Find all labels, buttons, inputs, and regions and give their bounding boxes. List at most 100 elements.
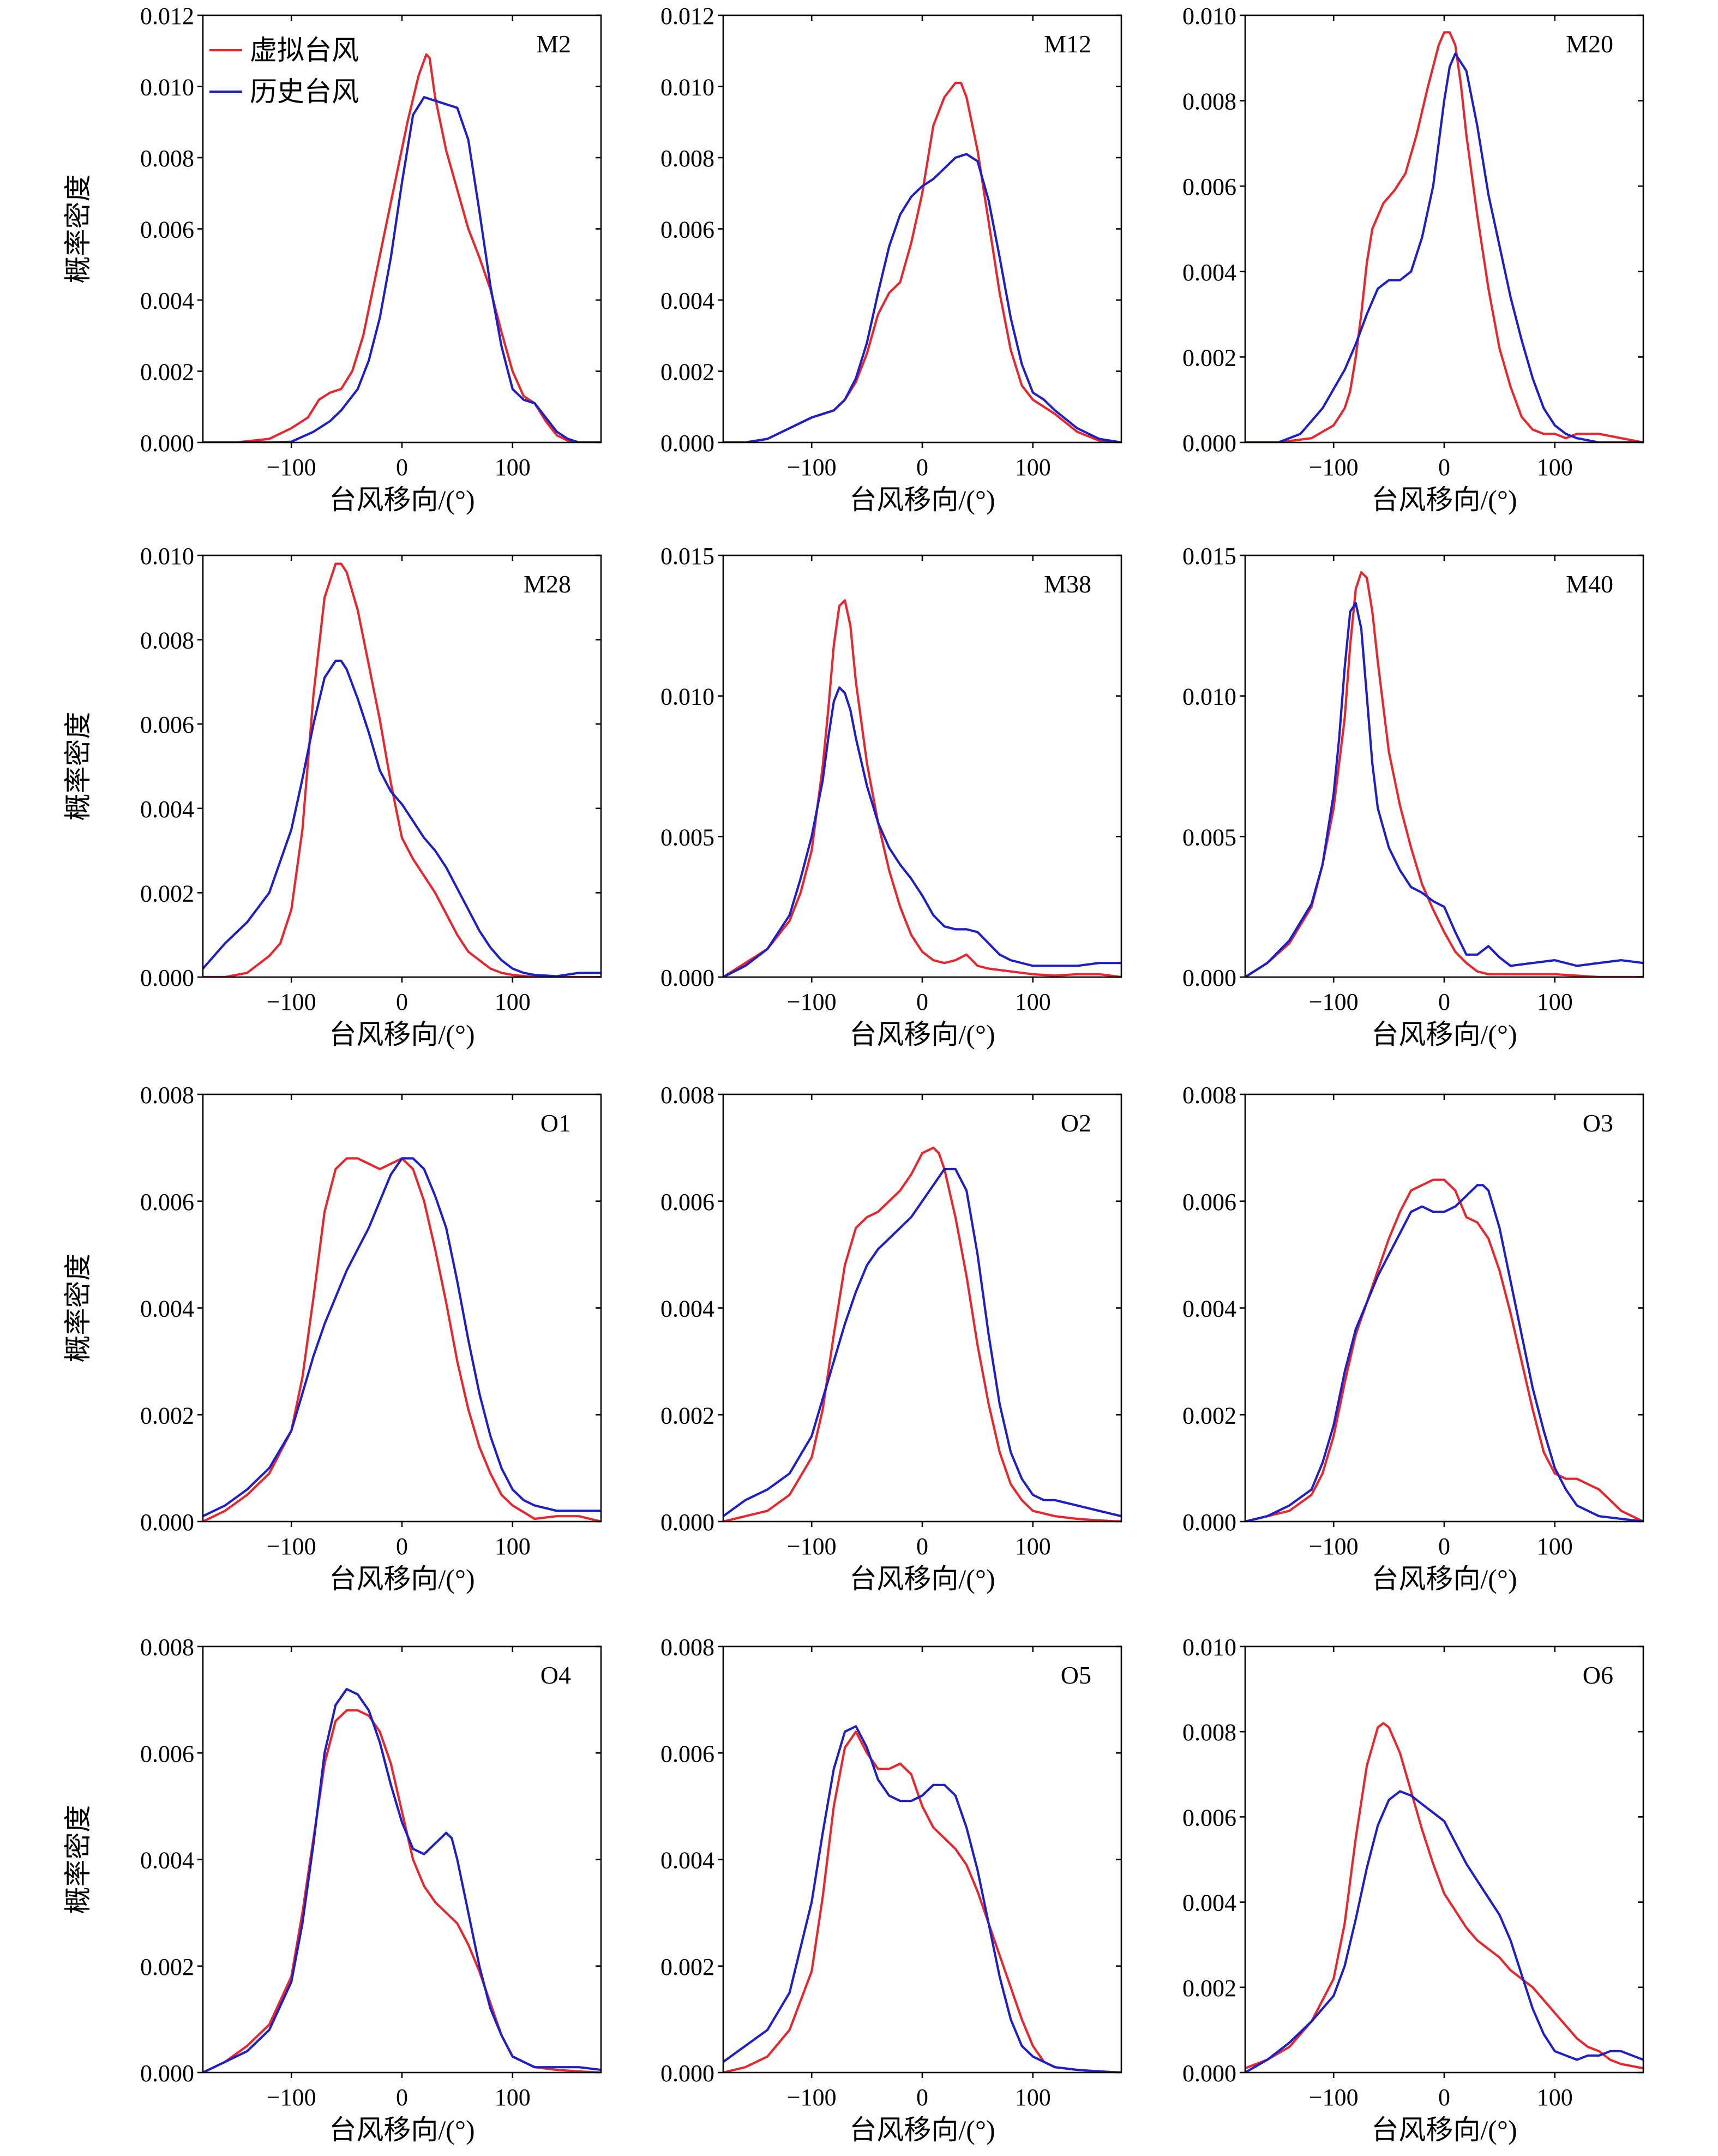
series-line-simulated — [203, 1157, 601, 1522]
x-axis-label: 台风移向/(°) — [849, 2115, 995, 2145]
y-tick-label: 0.000 — [660, 1509, 714, 1536]
x-tick-label: 100 — [495, 2084, 531, 2111]
panel-title: O2 — [1061, 1109, 1091, 1137]
x-tick-label: 100 — [1015, 1533, 1051, 1560]
y-tick-label: 0.006 — [1182, 173, 1236, 200]
series-line-simulated — [203, 53, 601, 442]
x-tick-label: 100 — [1015, 989, 1051, 1015]
series-line-simulated — [1245, 31, 1643, 442]
panel-o6: 0.000 0.002 0.004 0.006 0.008 0.010 −100 0 100 台风… — [1182, 1634, 1644, 2145]
x-tick-label: −100 — [267, 454, 316, 481]
x-tick-label: 100 — [1015, 2084, 1051, 2111]
y-tick-label: 0.006 — [660, 217, 714, 243]
panel-title: O5 — [1061, 1661, 1091, 1689]
y-tick-label: 0.015 — [1182, 543, 1236, 570]
series-line-historical — [1245, 602, 1643, 977]
x-axis-label: 台风移向/(°) — [329, 1019, 474, 1050]
y-tick-label: 0.004 — [140, 796, 194, 823]
x-axis-label: 台风移向/(°) — [849, 1564, 995, 1594]
y-tick-label: 0.000 — [660, 430, 714, 457]
x-tick-label: 0 — [396, 2084, 408, 2111]
x-tick-label: −100 — [787, 989, 837, 1015]
plot-frame — [1244, 1093, 1644, 1523]
series-line-simulated — [203, 562, 601, 977]
plot-frame — [1244, 14, 1644, 444]
y-tick-label: 0.008 — [1182, 1082, 1236, 1109]
series-line-simulated — [1245, 1178, 1643, 1522]
y-tick-label: 0.002 — [660, 1402, 714, 1429]
x-tick-label: −100 — [787, 2084, 837, 2111]
y-tick-label: 0.005 — [1182, 824, 1236, 851]
x-tick-label: 0 — [396, 454, 408, 481]
x-tick-label: 0 — [916, 989, 928, 1015]
x-tick-label: 0 — [916, 1533, 928, 1560]
x-tick-label: 0 — [396, 989, 408, 1015]
series-line-historical — [1245, 1790, 1643, 2073]
y-tick-label: 0.000 — [140, 430, 194, 457]
y-tick-label: 0.002 — [1182, 344, 1236, 371]
y-tick-label: 0.002 — [140, 880, 194, 907]
plot-frame — [722, 14, 1122, 444]
x-tick-label: 100 — [495, 454, 531, 481]
y-tick-label: 0.000 — [1182, 2060, 1236, 2087]
y-tick-label: 0.002 — [140, 1402, 194, 1429]
x-tick-label: 0 — [1438, 1533, 1450, 1560]
series-line-historical — [1245, 1184, 1643, 1522]
y-tick-label: 0.006 — [1182, 1189, 1236, 1215]
panel-title: M2 — [536, 30, 571, 58]
x-tick-label: −100 — [267, 1533, 316, 1560]
y-tick-label: 0.008 — [140, 1082, 194, 1109]
panel-o2: 0.000 0.002 0.004 0.006 0.008 −100 0 100 台风移向/(°… — [660, 1082, 1122, 1594]
y-tick-label: 0.000 — [1182, 430, 1236, 457]
series-line-historical — [723, 1725, 1121, 2073]
panel-title: M20 — [1566, 30, 1613, 58]
panel-m20: 0.000 0.002 0.004 0.006 0.008 0.010 −100 0 100 台风… — [1182, 3, 1644, 515]
y-tick-label: 0.010 — [1182, 1634, 1236, 1661]
panel-title: M28 — [524, 570, 571, 598]
y-tick-label: 0.006 — [140, 1189, 194, 1215]
y-tick-label: 0.004 — [1182, 1890, 1236, 1917]
y-tick-label: 0.000 — [140, 2060, 194, 2087]
y-tick-label: 0.006 — [660, 1189, 714, 1215]
y-tick-label: 0.010 — [1182, 3, 1236, 29]
y-tick-label: 0.000 — [1182, 1509, 1236, 1536]
y-tick-label: 0.004 — [140, 1847, 194, 1874]
series-line-historical — [723, 1167, 1121, 1518]
y-axis-label: 概率密度 — [63, 1805, 93, 1914]
panel-title: M38 — [1044, 570, 1091, 598]
y-tick-label: 0.008 — [140, 1634, 194, 1661]
y-tick-label: 0.002 — [660, 359, 714, 386]
y-tick-label: 0.004 — [1182, 1296, 1236, 1322]
y-tick-label: 0.008 — [660, 1082, 714, 1109]
x-axis-label: 台风移向/(°) — [1371, 1564, 1517, 1594]
y-tick-label: 0.015 — [660, 543, 714, 570]
y-tick-label: 0.010 — [140, 543, 194, 570]
series-line-simulated — [723, 81, 1121, 442]
x-tick-label: 0 — [1438, 989, 1450, 1015]
x-tick-label: −100 — [267, 989, 316, 1015]
panel-m28: 0.000 0.002 0.004 0.006 0.008 0.010 −100 0 100 台风… — [63, 543, 602, 1050]
y-tick-label: 0.002 — [660, 1954, 714, 1980]
plot-frame — [722, 554, 1122, 978]
plot-frame — [1244, 1645, 1644, 2074]
y-tick-label: 0.006 — [1182, 1804, 1236, 1831]
plot-frame — [202, 1645, 602, 2074]
y-tick-label: 0.012 — [140, 3, 194, 29]
plot-frame — [722, 1645, 1122, 2074]
y-tick-label: 0.005 — [660, 824, 714, 851]
y-tick-label: 0.008 — [660, 145, 714, 172]
y-tick-label: 0.006 — [140, 1740, 194, 1767]
series-line-simulated — [723, 599, 1121, 977]
panel-o3: 0.000 0.002 0.004 0.006 0.008 −100 0 100 台风移向/(°… — [1182, 1082, 1644, 1594]
x-axis-label: 台风移向/(°) — [849, 1019, 995, 1050]
x-tick-label: 100 — [495, 989, 531, 1015]
y-axis-label: 概率密度 — [63, 175, 93, 284]
series-line-historical — [723, 153, 1121, 442]
plot-frame — [202, 554, 602, 978]
x-tick-label: 100 — [495, 1533, 531, 1560]
series-line-simulated — [723, 1730, 1121, 2073]
y-axis-label: 概率密度 — [63, 1254, 93, 1363]
y-tick-label: 0.010 — [1182, 684, 1236, 710]
x-tick-label: −100 — [267, 2084, 316, 2111]
